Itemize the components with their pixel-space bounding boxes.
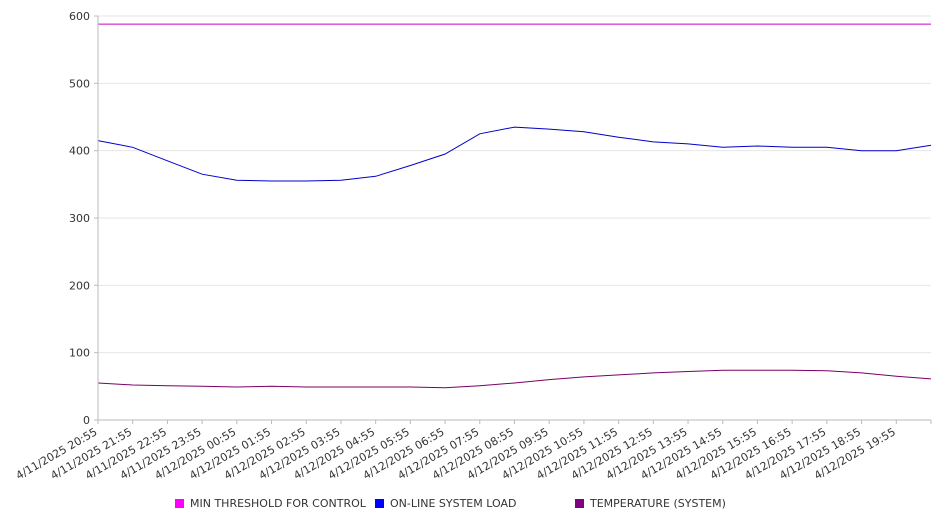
series-lines (97, 23, 932, 389)
y-tick-label: 600 (69, 10, 90, 23)
y-tick-label: 200 (69, 279, 90, 292)
legend-item-temperature: TEMPERATURE (SYSTEM) (575, 497, 726, 510)
series-line-system-load (97, 126, 932, 182)
legend-swatch-min-threshold (175, 499, 184, 508)
y-tick-label: 100 (69, 347, 90, 360)
legend-item-system-load: ON-LINE SYSTEM LOAD (375, 497, 516, 510)
y-tick-label: 0 (83, 414, 90, 427)
y-tick-label: 300 (69, 212, 90, 225)
grid-lines (98, 15, 931, 354)
legend-swatch-system-load (375, 499, 384, 508)
series-line-temperature (97, 369, 932, 389)
y-tick-label: 500 (69, 77, 90, 90)
x-axis-ticks: 4/11/2025 20:554/11/2025 21:554/11/2025 … (14, 420, 932, 482)
legend-label-min-threshold: MIN THRESHOLD FOR CONTROL (190, 497, 366, 510)
legend-label-system-load: ON-LINE SYSTEM LOAD (390, 497, 517, 510)
legend-swatch-temperature (575, 499, 584, 508)
legend-item-min-threshold: MIN THRESHOLD FOR CONTROL (175, 497, 366, 510)
legend: MIN THRESHOLD FOR CONTROL ON-LINE SYSTEM… (0, 497, 946, 513)
y-axis-ticks: 0 100 200 300 400 500 600 (69, 10, 98, 427)
legend-label-temperature: TEMPERATURE (SYSTEM) (590, 497, 726, 510)
y-tick-label: 400 (69, 145, 90, 158)
